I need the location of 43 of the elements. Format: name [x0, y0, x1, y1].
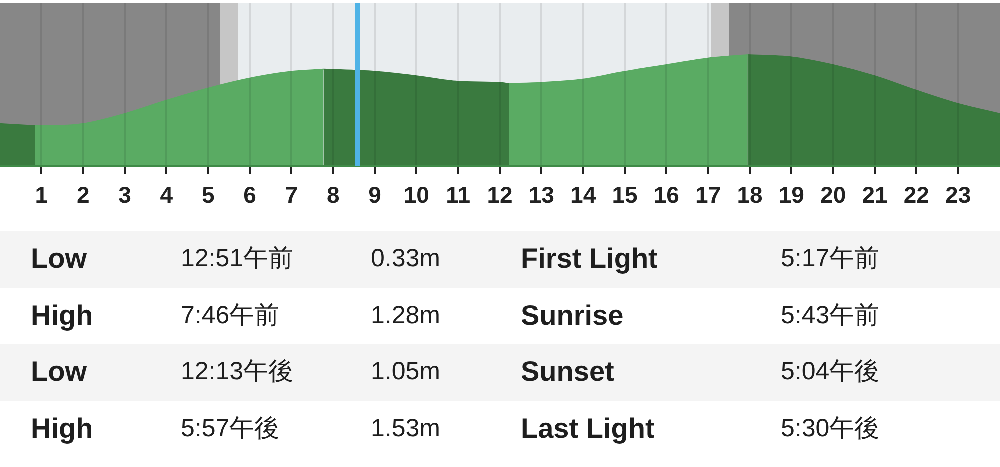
x-tick-label: 11	[446, 182, 471, 208]
text: High	[31, 300, 94, 332]
x-tick-label: 2	[76, 182, 90, 208]
x-tick-label: 13	[528, 182, 554, 208]
text: Low	[31, 243, 87, 276]
x-tick-label: 23	[946, 182, 972, 208]
text: 1.05m	[371, 358, 440, 387]
x-tick-label: 5	[202, 182, 215, 208]
x-tick-label: 20	[820, 182, 846, 208]
text: 1.53m	[371, 414, 440, 444]
text: First Light	[521, 243, 658, 276]
text: 5:30午後	[781, 414, 880, 444]
x-tick-label: 17	[696, 182, 722, 208]
x-tick-label: 22	[904, 182, 930, 208]
x-tick-label: 1	[35, 182, 48, 208]
x-tick-label: 9	[368, 182, 382, 208]
text: 12:13午後	[181, 358, 294, 387]
text: Sunrise	[521, 300, 624, 332]
x-tick-label: 7	[285, 182, 298, 208]
text: Last Light	[521, 412, 655, 446]
x-tick-label: 12	[487, 182, 513, 208]
x-tick-label: 14	[570, 182, 596, 208]
x-tick-label: 15	[612, 182, 638, 208]
text: 1.28m	[371, 302, 440, 330]
text: 12:51午前	[181, 244, 294, 274]
x-tick-label: 21	[862, 182, 888, 208]
text: Low	[31, 356, 87, 389]
x-tick-label: 4	[160, 182, 174, 208]
text: 5:17午前	[781, 244, 880, 274]
text: Sunset	[521, 356, 614, 389]
text: 7:46午前	[181, 302, 280, 330]
x-tick-label: 6	[244, 182, 256, 208]
x-tick-label: 18	[737, 182, 763, 208]
x-tick-label: 16	[654, 182, 680, 208]
text: 5:57午後	[181, 414, 280, 444]
text: 5:04午後	[781, 358, 880, 387]
x-tick-label: 10	[404, 182, 430, 208]
x-tick-label: 3	[118, 182, 132, 208]
x-tick-label: 8	[326, 182, 340, 208]
x-tick-label: 19	[778, 182, 804, 208]
text: High	[31, 412, 94, 446]
text: 0.33m	[371, 244, 440, 274]
text: 5:43午前	[781, 302, 880, 330]
